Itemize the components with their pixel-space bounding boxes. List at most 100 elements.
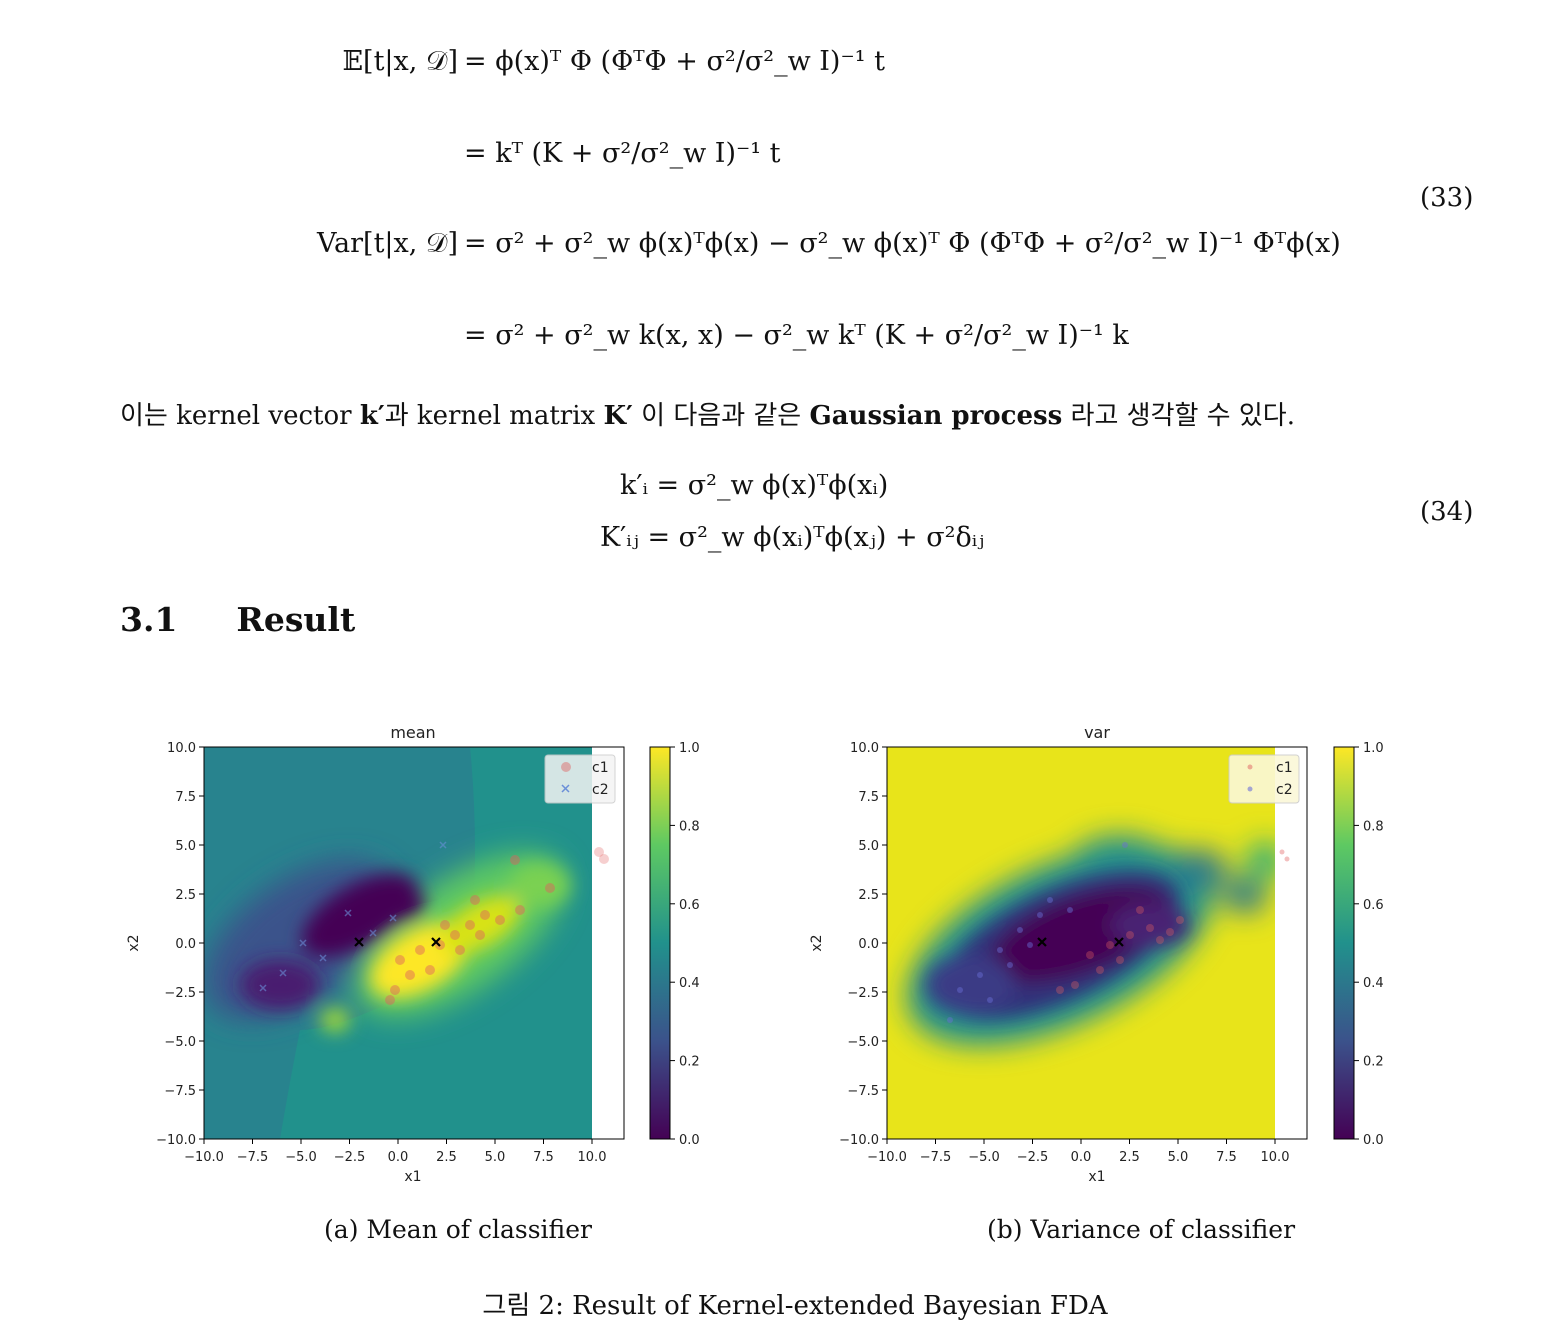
var-y-tick-label: 10.0	[850, 741, 879, 756]
var-legend-c1: c1	[1276, 760, 1293, 776]
equation-33-line4-rhs: = σ² + σ²_w k(x, x) − σ²_w kᵀ (K + σ²/σ²…	[464, 320, 1129, 351]
paragraph-text-1: 이는 kernel vector	[120, 401, 360, 431]
mean-x-tick-label: 7.5	[533, 1150, 554, 1165]
mean-colorbar-tick-label: 0.4	[679, 976, 700, 991]
paragraph-text-2: 과 kernel matrix	[384, 401, 604, 431]
paragraph-text-4: 라고 생각할 수 있다.	[1062, 401, 1295, 431]
var-centers	[1037, 937, 1124, 947]
equation-34-number: (34)	[1420, 497, 1474, 527]
mean-y-tick-label: 2.5	[175, 888, 196, 903]
mean-y-label: x2	[126, 934, 142, 951]
mean-colorbar-ticks: 0.0 0.2 0.4 0.6 0.8 1.0	[670, 741, 700, 1148]
mean-y-tick-label: −5.0	[164, 1035, 196, 1050]
mean-legend: c1 c2	[544, 754, 616, 804]
var-x-tick-label: −7.5	[920, 1150, 952, 1165]
var-data-points-c1	[1056, 906, 1184, 994]
var-colorbar	[1333, 746, 1355, 1140]
mean-y-tick-label: 10.0	[167, 741, 196, 756]
equation-34-line1: k′ᵢ = σ²_w ϕ(x)ᵀϕ(xᵢ)	[620, 470, 889, 501]
mean-x-tick-label: 10.0	[578, 1150, 607, 1165]
var-x-tick-label: 10.0	[1261, 1150, 1290, 1165]
paragraph-K-prime: K′	[603, 401, 633, 431]
var-y-tick-label: −2.5	[847, 986, 879, 1001]
mean-y-tick-label: −10.0	[156, 1133, 196, 1148]
var-colorbar-ticks: 0.0 0.2 0.4 0.6 0.8 1.0	[1354, 741, 1384, 1148]
var-x-ticks: −10.0 −7.5 −5.0 −2.5 0.0 2.5 5.0 7.5 10.0	[867, 1139, 1289, 1165]
var-y-tick-label: 7.5	[858, 790, 879, 805]
mean-y-ticks: −10.0 −7.5 −5.0 −2.5 0.0 2.5 5.0 7.5 10.0	[156, 741, 204, 1148]
var-data-points-c2	[947, 842, 1128, 1023]
var-colorbar-tick-label: 0.0	[1363, 1133, 1384, 1148]
var-y-label: x2	[809, 934, 825, 951]
mean-y-tick-label: −2.5	[164, 986, 196, 1001]
var-y-ticks: −10.0 −7.5 −5.0 −2.5 0.0 2.5 5.0 7.5 10.0	[839, 741, 887, 1148]
section-title: Result	[236, 600, 356, 639]
var-y-tick-label: 2.5	[858, 888, 879, 903]
var-y-tick-label: 5.0	[858, 839, 879, 854]
var-chart: var	[809, 723, 1384, 1185]
mean-x-tick-label: −10.0	[184, 1150, 224, 1165]
equation-34-line2: K′ᵢⱼ = σ²_w ϕ(xᵢ)ᵀϕ(xⱼ) + σ²δᵢⱼ	[600, 522, 985, 553]
var-x-label: x1	[1088, 1169, 1105, 1185]
paragraph-text-3: 이 다음과 같은	[632, 401, 810, 431]
mean-centers	[354, 937, 441, 947]
mean-x-tick-label: −7.5	[237, 1150, 269, 1165]
var-x-tick-label: 7.5	[1216, 1150, 1237, 1165]
var-y-tick-label: −10.0	[839, 1133, 879, 1148]
var-y-tick-label: 0.0	[858, 937, 879, 952]
mean-x-tick-label: −5.0	[285, 1150, 317, 1165]
mean-legend-c2: c2	[592, 782, 609, 798]
section-heading: 3.1 Result	[120, 600, 355, 639]
mean-chart-title: mean	[390, 723, 435, 742]
figure-heatmaps: mean	[126, 723, 1384, 1185]
var-y-tick-label: −7.5	[847, 1084, 879, 1099]
mean-x-tick-label: 0.0	[388, 1150, 409, 1165]
var-x-tick-label: 0.0	[1071, 1150, 1092, 1165]
var-x-tick-label: 2.5	[1119, 1150, 1140, 1165]
var-x-tick-label: −2.5	[1017, 1150, 1049, 1165]
mean-x-tick-label: 2.5	[436, 1150, 457, 1165]
equation-33-line3-lhs: Var[t|x, 𝒟]	[317, 228, 458, 259]
var-chart-title: var	[1084, 723, 1110, 742]
equation-33-line1-lhs: 𝔼[t|x, 𝒟]	[342, 46, 458, 77]
mean-y-tick-label: 0.0	[175, 937, 196, 952]
mean-x-tick-label: −2.5	[334, 1150, 366, 1165]
mean-data-points-c2	[259, 841, 447, 992]
paragraph-k-prime: k′	[359, 401, 385, 431]
mean-colorbar-tick-label: 1.0	[679, 741, 700, 756]
subcaption-b: (b) Variance of classifier	[986, 1215, 1296, 1244]
mean-legend-c1: c1	[592, 760, 609, 776]
equation-33-line3-rhs: = σ² + σ²_w ϕ(x)ᵀϕ(x) − σ²_w ϕ(x)ᵀ Φ (Φᵀ…	[464, 228, 1341, 259]
mean-x-ticks: −10.0 −7.5 −5.0 −2.5 0.0 2.5 5.0 7.5 10.0	[184, 1139, 606, 1165]
var-x-tick-label: −10.0	[867, 1150, 907, 1165]
mean-chart: mean	[126, 723, 700, 1185]
mean-y-tick-label: 5.0	[175, 839, 196, 854]
mean-colorbar-tick-label: 0.2	[679, 1055, 700, 1070]
var-colorbar-tick-label: 0.2	[1363, 1055, 1384, 1070]
var-legend: c1 c2	[1228, 754, 1300, 804]
paragraph-bold-term: Gaussian process	[809, 401, 1063, 431]
mean-y-tick-label: 7.5	[175, 790, 196, 805]
mean-y-tick-label: −7.5	[164, 1084, 196, 1099]
mean-colorbar-tick-label: 0.6	[679, 898, 700, 913]
mean-colorbar-tick-label: 0.0	[679, 1133, 700, 1148]
equation-33-line2-rhs: = kᵀ (K + σ²/σ²_w I)⁻¹ t	[464, 138, 781, 169]
var-x-tick-label: 5.0	[1168, 1150, 1189, 1165]
equation-33-number: (33)	[1420, 183, 1474, 213]
var-colorbar-tick-label: 0.4	[1363, 976, 1384, 991]
var-x-tick-label: −5.0	[968, 1150, 1000, 1165]
mean-colorbar-tick-label: 0.8	[679, 819, 700, 834]
body-paragraph: 이는 kernel vector k′과 kernel matrix K′ 이 …	[120, 395, 1295, 432]
var-colorbar-tick-label: 0.8	[1363, 819, 1384, 834]
var-legend-c2: c2	[1276, 782, 1293, 798]
mean-x-tick-label: 5.0	[485, 1150, 506, 1165]
var-colorbar-tick-label: 0.6	[1363, 898, 1384, 913]
equation-33-line1-rhs: = ϕ(x)ᵀ Φ (ΦᵀΦ + σ²/σ²_w I)⁻¹ t	[464, 46, 885, 77]
figure-caption: 그림 2: Result of Kernel-extended Bayesian…	[482, 1291, 1108, 1321]
var-y-tick-label: −5.0	[847, 1035, 879, 1050]
mean-x-label: x1	[404, 1169, 421, 1185]
section-number: 3.1	[120, 600, 178, 639]
mean-colorbar	[649, 746, 671, 1140]
var-colorbar-tick-label: 1.0	[1363, 741, 1384, 756]
subcaption-a: (a) Mean of classifier	[324, 1215, 592, 1244]
